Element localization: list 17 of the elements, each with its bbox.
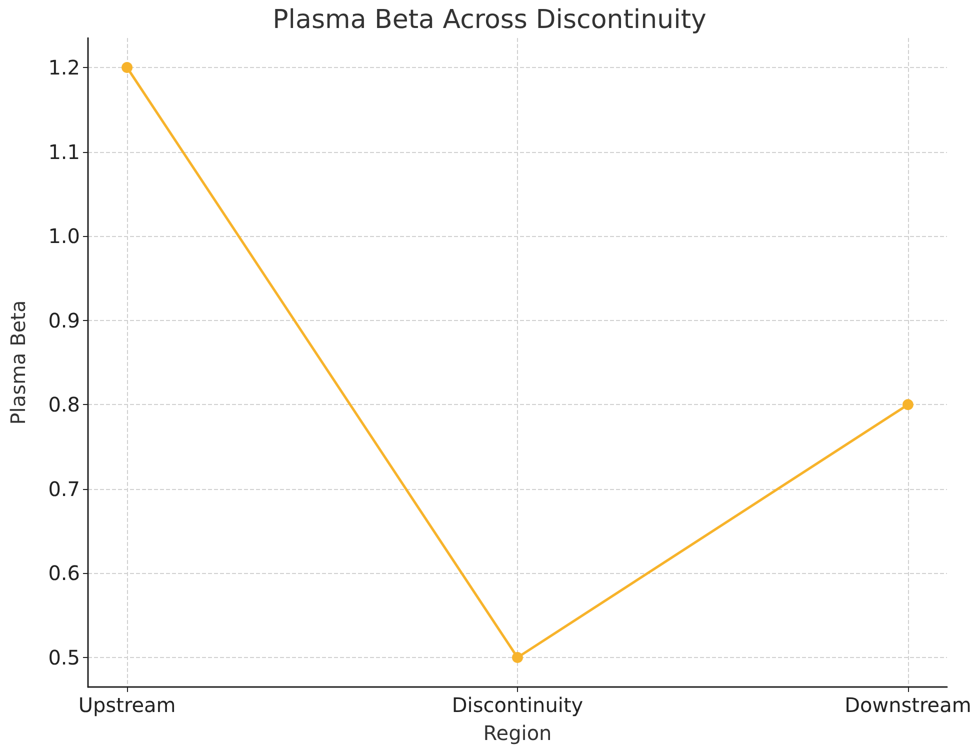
y-axis-title: Plasma Beta xyxy=(6,300,30,425)
x-axis-title: Region xyxy=(483,721,552,745)
y-tick-label: 1.1 xyxy=(48,140,80,164)
point xyxy=(902,399,914,410)
y-tick-label: 1.0 xyxy=(48,224,80,248)
y-tick-label: 0.5 xyxy=(48,646,80,670)
y-tick-label: 0.6 xyxy=(48,561,80,586)
point xyxy=(122,62,133,73)
x-tick-label: Discontinuity xyxy=(452,693,584,717)
x-tick-label: Downstream xyxy=(844,693,972,717)
y-tick-label: 1.2 xyxy=(48,56,80,80)
chart-title: Plasma Beta Across Discontinuity xyxy=(272,5,706,35)
y-tick-label: 0.7 xyxy=(48,476,80,501)
x-tick-label: Upstream xyxy=(78,693,176,717)
y-tick-label: 0.8 xyxy=(48,392,80,417)
point xyxy=(512,652,523,663)
y-tick-label: 0.9 xyxy=(48,308,80,332)
